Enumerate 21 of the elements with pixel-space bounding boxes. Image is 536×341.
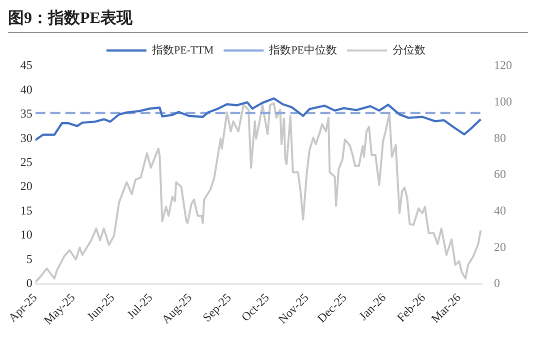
y2-tick-label: 40 (494, 203, 506, 218)
legend-label: 分位数 (392, 44, 426, 56)
y-tick-label: 15 (20, 203, 32, 218)
y-tick-label: 30 (20, 130, 32, 145)
y2-tick-label: 0 (494, 276, 500, 290)
y-tick-label: 20 (20, 179, 32, 194)
y2-tick-label: 120 (494, 58, 512, 72)
y-tick-label: 45 (20, 58, 32, 72)
y-tick-label: 0 (26, 276, 32, 290)
y-tick-label: 25 (20, 155, 32, 170)
chart-title: 图9：指数PE表现 (8, 8, 528, 33)
y-tick-label: 35 (20, 106, 32, 121)
y-tick-label: 10 (20, 228, 32, 242)
y2-tick-label: 60 (494, 167, 506, 182)
y2-tick-label: 100 (494, 94, 512, 108)
y-tick-label: 5 (26, 252, 32, 266)
y-tick-label: 40 (20, 82, 32, 96)
y2-tick-label: 80 (494, 130, 506, 145)
legend-label: 指数PE中位数 (268, 43, 338, 56)
y2-tick-label: 20 (494, 240, 506, 254)
legend-label: 指数PE-TTM (150, 44, 214, 56)
